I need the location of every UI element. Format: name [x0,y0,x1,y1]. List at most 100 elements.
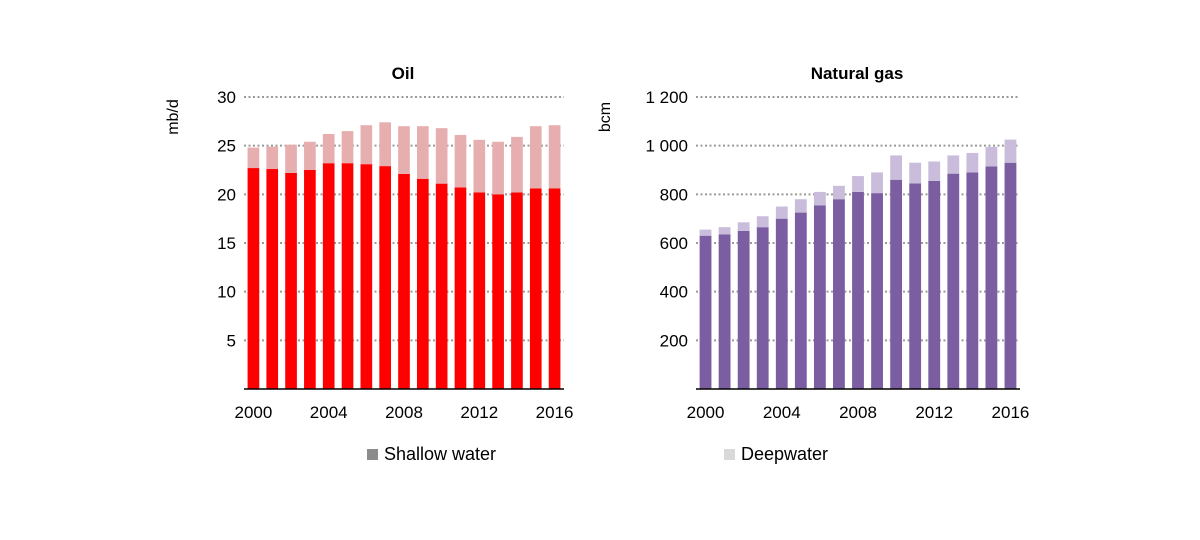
x-tick-label: 2016 [536,403,574,422]
bar-deepwater-2007 [379,122,392,167]
bar-deepwater-2005 [341,131,354,164]
bar-shallow-water-2015 [985,166,998,389]
bar-shallow-water-2002 [737,230,750,389]
bar-deepwater-2002 [285,144,297,173]
legend-label-deepwater: Deepwater [741,444,828,464]
bar-deepwater-2007 [833,185,845,200]
bar-deepwater-2005 [794,199,807,213]
bar-shallow-water-2005 [794,212,807,389]
bar-deepwater-2014 [966,152,979,173]
bar-deepwater-2015 [529,126,542,189]
bar-deepwater-2003 [304,141,316,170]
bar-shallow-water-2005 [341,163,354,389]
y-tick-label: 15 [217,234,236,253]
bar-shallow-water-2008 [398,173,410,389]
bar-deepwater-2001 [718,227,731,235]
bar-deepwater-2000 [247,147,260,169]
bar-deepwater-2000 [699,229,712,236]
y-tick-label: 200 [660,331,688,350]
y-tick-label: 600 [660,234,688,253]
natural-gas-chart: Natural gas bcm 200 400 600 800 1 000 1 200 2000… [597,64,1029,422]
bar-shallow-water-2004 [775,218,788,389]
y-axis-label: mb/d [165,99,182,135]
bar-deepwater-2004 [775,206,788,219]
bar-deepwater-2004 [322,133,335,164]
bar-shallow-water-2006 [813,205,826,389]
bar-deepwater-2003 [756,216,769,228]
bar-shallow-water-2010 [890,179,903,389]
chart-title: Oil [392,64,415,83]
bar-deepwater-2010 [435,128,448,184]
bar-shallow-water-2007 [833,199,845,389]
bar-deepwater-2010 [890,155,903,180]
x-tick-label: 2016 [992,403,1030,422]
bar-deepwater-2011 [909,162,922,184]
bar-deepwater-2016 [1004,139,1017,163]
bar-shallow-water-2003 [304,170,316,389]
bar-shallow-water-2011 [909,183,922,389]
y-tick-label: 800 [660,185,688,204]
bar-deepwater-2009 [416,126,429,179]
bar-deepwater-2008 [852,176,864,192]
bar-shallow-water-2016 [1004,162,1017,389]
y-tick-label: 1 200 [645,88,688,107]
x-tick-label: 2004 [310,403,348,422]
x-tick-label: 2008 [385,403,423,422]
bar-shallow-water-2009 [416,178,429,389]
bar-shallow-water-2012 [928,180,941,389]
y-tick-label: 5 [227,331,236,350]
bar-shallow-water-2011 [454,187,467,389]
bar-deepwater-2016 [548,125,561,189]
bar-deepwater-2012 [473,139,486,193]
x-tick-label: 2012 [915,403,953,422]
bar-shallow-water-2014 [511,192,523,389]
y-tick-label: 25 [217,137,236,156]
bar-shallow-water-2008 [852,191,864,389]
bar-shallow-water-2000 [699,235,712,389]
y-tick-label: 1 000 [645,137,688,156]
y-tick-label: 20 [217,185,236,204]
bar-deepwater-2013 [492,141,504,195]
oil-chart: Oil mb/d 5 10 15 20 25 30 2000 2004 2008 2012 2016 [165,64,574,422]
bar-deepwater-2001 [266,146,279,170]
bar-shallow-water-2013 [492,194,504,389]
y-axis-label: bcm [597,102,614,132]
bar-shallow-water-2012 [473,192,486,389]
bar-shallow-water-2002 [285,172,297,389]
x-tick-label: 2004 [763,403,801,422]
bar-deepwater-2009 [871,172,883,194]
bar-shallow-water-2007 [379,166,392,389]
bar-shallow-water-2010 [435,183,448,389]
bar-deepwater-2002 [737,222,750,231]
bar-shallow-water-2016 [548,188,561,389]
legend-swatch-shallow-water [367,449,378,460]
bar-deepwater-2012 [928,161,941,181]
x-tick-label: 2008 [839,403,877,422]
bar-shallow-water-2015 [529,188,542,389]
legend-swatch-deepwater [724,449,735,460]
chart-title: Natural gas [811,64,904,83]
bar-shallow-water-2014 [966,172,979,389]
bar-shallow-water-2003 [756,227,769,389]
bar-deepwater-2015 [985,146,998,167]
bar-deepwater-2014 [511,136,523,193]
x-tick-label: 2000 [687,403,725,422]
bar-shallow-water-2001 [266,169,279,389]
bar-deepwater-2013 [947,155,960,174]
bar-deepwater-2006 [360,125,373,165]
y-tick-label: 30 [217,88,236,107]
x-tick-label: 2012 [460,403,498,422]
bar-shallow-water-2004 [322,163,335,389]
bar-shallow-water-2009 [871,193,883,389]
bar-shallow-water-2013 [947,173,960,389]
legend-label-shallow-water: Shallow water [384,444,496,464]
y-tick-label: 400 [660,283,688,302]
y-tick-label: 10 [217,283,236,302]
bar-deepwater-2011 [454,134,467,188]
bar-shallow-water-2006 [360,164,373,389]
x-tick-label: 2000 [234,403,272,422]
bar-deepwater-2008 [398,126,410,174]
legend: Shallow water Deepwater [367,444,828,464]
bar-shallow-water-2001 [718,234,731,389]
